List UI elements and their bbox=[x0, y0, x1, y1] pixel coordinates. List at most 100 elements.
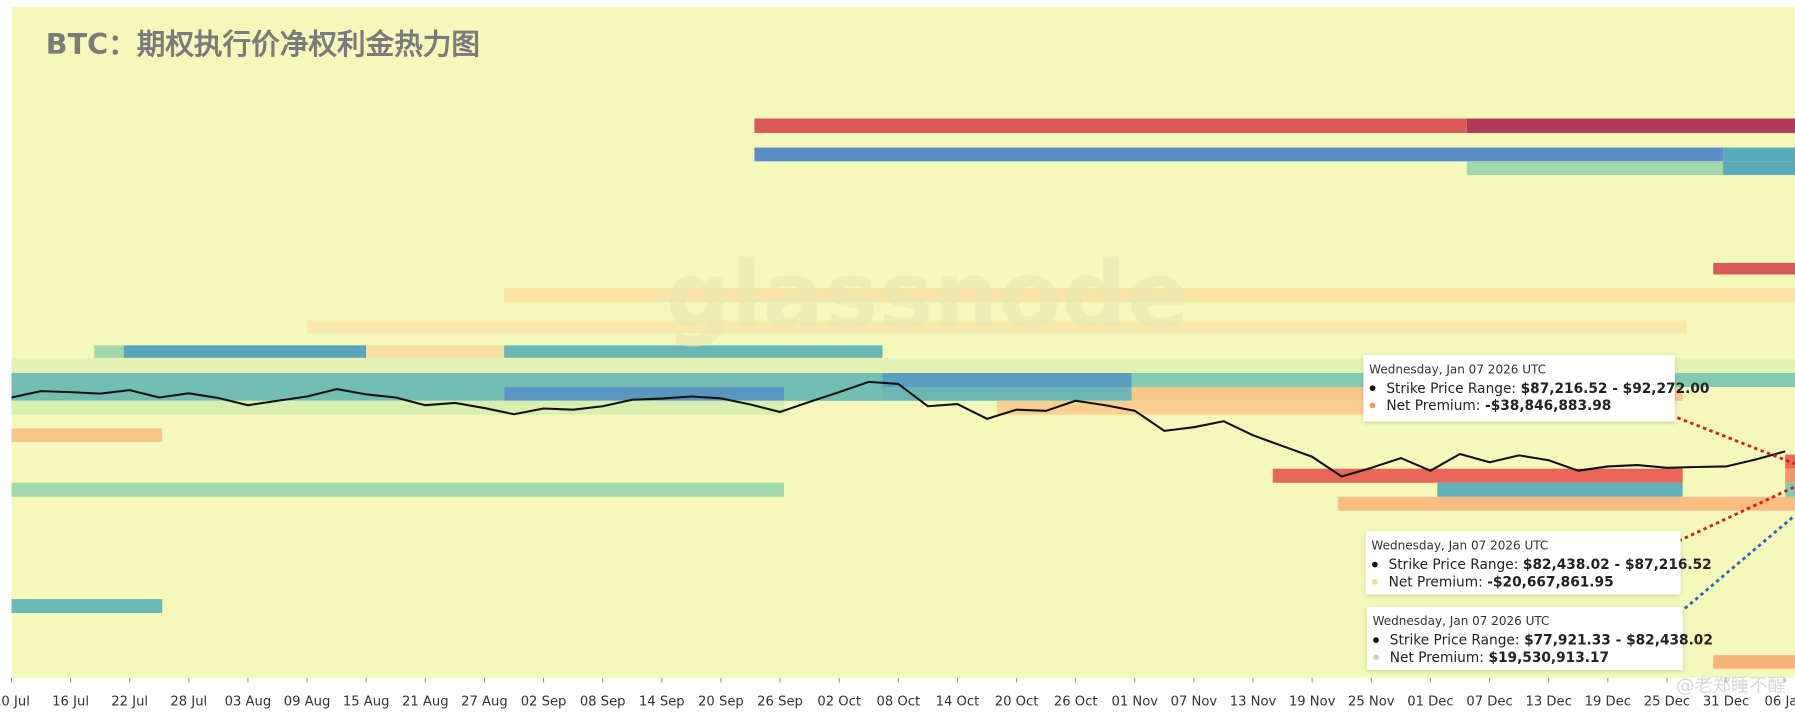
heatmap-cell bbox=[504, 345, 883, 358]
x-tick-label: 15 Aug bbox=[343, 694, 390, 709]
heatmap-cell bbox=[11, 482, 784, 497]
x-tick-label: 01 Dec bbox=[1407, 694, 1453, 709]
premium-value: $19,530,913.17 bbox=[1488, 650, 1609, 666]
tooltip: Wednesday, Jan 07 2026 UTC Strike Price R… bbox=[1365, 531, 1712, 595]
x-tick-label: 19 Dec bbox=[1585, 694, 1631, 709]
price-layer bbox=[11, 380, 1786, 478]
heatmap-cell bbox=[1785, 468, 1795, 483]
tooltip-date: Wednesday, Jan 07 2026 UTC bbox=[1371, 539, 1548, 553]
heatmap-cell bbox=[882, 387, 1132, 401]
x-tick-label: 31 Dec bbox=[1703, 694, 1749, 709]
heatmap bbox=[11, 118, 1795, 669]
heatmap-cell bbox=[1785, 454, 1795, 469]
heatmap-cell bbox=[366, 345, 505, 358]
x-tick-label: 22 Jul bbox=[111, 694, 148, 709]
heatmap-cell bbox=[754, 118, 1467, 133]
tooltip-row: Net Premium: -$20,667,861.95 bbox=[1389, 574, 1614, 590]
connectors bbox=[1619, 393, 1795, 623]
tooltip: Wednesday, Jan 07 2026 UTC Strike Price R… bbox=[1366, 606, 1713, 670]
heatmap-cell bbox=[11, 400, 784, 415]
x-tick-label: 03 Aug bbox=[225, 694, 272, 709]
credit: @老郑睡不醒 bbox=[1676, 676, 1786, 697]
x-tick-label: 19 Nov bbox=[1289, 694, 1336, 709]
premium-value: -$20,667,861.95 bbox=[1487, 574, 1613, 590]
range-label: Strike Price Range: bbox=[1389, 557, 1519, 573]
premium-label: Net Premium: bbox=[1386, 398, 1480, 414]
connector bbox=[1668, 514, 1795, 623]
range-value: $77,921.33 - $82,438.02 bbox=[1524, 633, 1713, 649]
x-tick-label: 02 Oct bbox=[817, 694, 861, 709]
heatmap-cell bbox=[1337, 496, 1795, 511]
x-tick-label: 07 Nov bbox=[1171, 694, 1218, 709]
premium-label: Net Premium: bbox=[1389, 574, 1483, 590]
x-axis: 10 Jul 16 Jul 22 Jul 28 Jul 03 Aug 09 Aug 15 A… bbox=[0, 677, 1795, 709]
x-tick-label: 16 Jul bbox=[52, 694, 89, 709]
tooltip-date: Wednesday, Jan 07 2026 UTC bbox=[1369, 362, 1546, 376]
tooltip-date: Wednesday, Jan 07 2026 UTC bbox=[1373, 614, 1550, 628]
bullet bbox=[1373, 654, 1379, 661]
range-value: $87,216.52 - $92,272.00 bbox=[1521, 381, 1710, 397]
connector bbox=[1659, 485, 1795, 551]
x-tick-label: 14 Oct bbox=[936, 694, 980, 709]
x-tick-label: 13 Dec bbox=[1525, 694, 1571, 709]
heatmap-cell bbox=[1272, 468, 1683, 483]
heatmap-cell bbox=[11, 372, 883, 388]
tooltip-row: Strike Price Range: $82,438.02 - $87,216.… bbox=[1389, 557, 1712, 573]
x-tick-label: 26 Sep bbox=[757, 694, 803, 709]
x-tick-label: 28 Jul bbox=[170, 694, 207, 709]
heatmap-cell bbox=[1713, 262, 1795, 275]
x-tick-label: 08 Sep bbox=[580, 694, 626, 709]
bullet bbox=[1369, 402, 1376, 409]
heatmap-cell bbox=[504, 287, 1795, 303]
heatmap-cell bbox=[1785, 482, 1795, 497]
heatmap-cell bbox=[1466, 118, 1795, 133]
x-tick-label: 20 Oct bbox=[995, 694, 1039, 709]
heatmap-cell bbox=[1723, 147, 1795, 162]
x-tick-label: 01 Nov bbox=[1111, 694, 1158, 709]
watermark: glassnode bbox=[665, 241, 1189, 348]
x-tick-label: 09 Aug bbox=[284, 694, 331, 709]
x-tick-label: 13 Nov bbox=[1230, 694, 1277, 709]
heatmap-cell bbox=[1723, 161, 1795, 176]
tooltip-row: Net Premium: -$38,846,883.98 bbox=[1386, 398, 1611, 414]
x-tick-label: 25 Dec bbox=[1644, 694, 1690, 709]
tooltips: Wednesday, Jan 07 2026 UTC Strike Price R… bbox=[1363, 355, 1713, 670]
heatmap-cell bbox=[754, 147, 1724, 162]
x-tick-label: 21 Aug bbox=[402, 694, 449, 709]
range-label: Strike Price Range: bbox=[1390, 633, 1520, 649]
tooltip-box bbox=[1365, 531, 1681, 595]
bullet bbox=[1372, 561, 1378, 568]
x-tick-label: 14 Sep bbox=[639, 694, 685, 709]
heatmap-cell bbox=[307, 320, 1687, 334]
x-tick-label: 25 Nov bbox=[1348, 694, 1395, 709]
tooltip-box bbox=[1363, 355, 1675, 422]
x-tick-label: 27 Aug bbox=[461, 694, 508, 709]
heatmap-cell bbox=[1466, 161, 1724, 176]
premium-label: Net Premium: bbox=[1390, 650, 1484, 666]
x-tick-label: 06 Jan bbox=[1765, 694, 1795, 709]
heatmap-cell bbox=[1713, 655, 1795, 669]
heatmap-cell bbox=[11, 428, 163, 443]
tooltip-row: Strike Price Range: $87,216.52 - $92,272.… bbox=[1386, 381, 1709, 397]
heatmap-cell bbox=[1437, 482, 1683, 497]
bullet bbox=[1372, 578, 1378, 585]
heatmap-cell bbox=[11, 599, 163, 614]
heatmap-cell bbox=[123, 345, 367, 358]
x-tick-label: 20 Sep bbox=[698, 694, 744, 709]
heatmap-cell bbox=[11, 357, 1795, 373]
range-label: Strike Price Range: bbox=[1386, 381, 1516, 397]
x-tick-label: 26 Oct bbox=[1054, 694, 1098, 709]
bullet bbox=[1373, 637, 1379, 643]
tooltip-row: Net Premium: $19,530,913.17 bbox=[1390, 650, 1609, 666]
chart-title: BTC：期权执行价净权利金热力图 bbox=[46, 27, 480, 61]
x-tick-label: 10 Jul bbox=[0, 694, 30, 709]
tooltip-row: Strike Price Range: $77,921.33 - $82,438.… bbox=[1390, 633, 1713, 649]
range-value: $82,438.02 - $87,216.52 bbox=[1523, 557, 1712, 573]
premium-value: -$38,846,883.98 bbox=[1485, 398, 1611, 414]
tooltip: Wednesday, Jan 07 2026 UTC Strike Price R… bbox=[1363, 355, 1709, 422]
tooltip-box bbox=[1366, 606, 1683, 670]
heatmap-cell bbox=[882, 372, 1132, 388]
heatmap-cell bbox=[94, 345, 124, 358]
